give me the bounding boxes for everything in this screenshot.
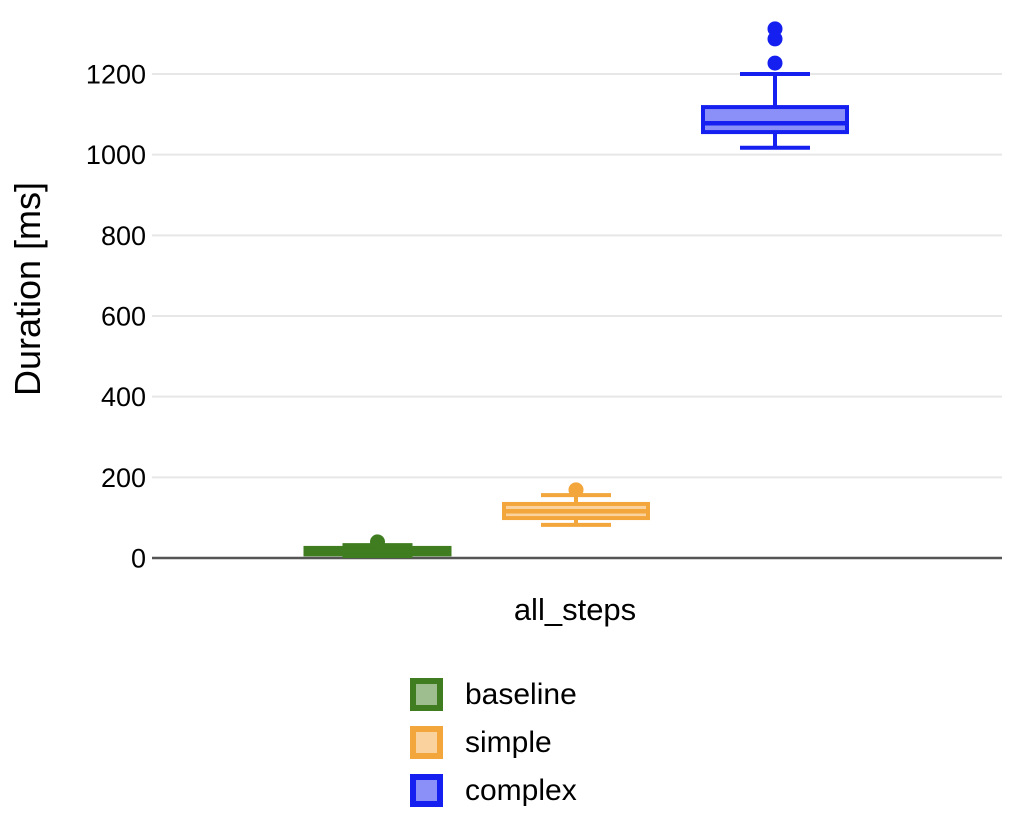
y-tick-label: 200 <box>101 463 146 493</box>
box <box>701 105 849 135</box>
y-tick-label: 1200 <box>86 60 146 90</box>
legend-item-complex[interactable]: complex <box>410 774 577 807</box>
legend-label: complex <box>465 774 577 807</box>
boxplot-complex <box>701 21 849 150</box>
legend-item-baseline[interactable]: baseline <box>410 678 577 711</box>
legend-item-simple[interactable]: simple <box>410 726 577 759</box>
outlier-point <box>370 534 385 550</box>
y-tick-label: 800 <box>101 221 146 251</box>
y-tick-label: 600 <box>101 302 146 332</box>
outlier-point <box>767 55 783 71</box>
legend: baseline simple complex <box>410 678 577 822</box>
boxplot-simple <box>502 482 650 527</box>
y-axis-title: Duration [ms] <box>7 181 48 397</box>
legend-swatch-icon <box>410 774 443 807</box>
outlier-point <box>767 21 783 37</box>
legend-swatch-icon <box>410 678 443 711</box>
y-tick-label: 400 <box>101 382 146 412</box>
legend-label: simple <box>465 726 552 759</box>
plot-area-svg: 0 200 400 600 800 1000 1200 <box>86 21 1002 574</box>
y-tick-label: 1000 <box>86 140 146 170</box>
boxplot-baseline <box>303 534 452 558</box>
outlier-point <box>568 482 584 498</box>
y-tick-label: 0 <box>131 544 146 574</box>
legend-swatch-icon <box>410 726 443 759</box>
legend-label: baseline <box>465 678 577 711</box>
x-category-label: all_steps <box>513 592 637 627</box>
